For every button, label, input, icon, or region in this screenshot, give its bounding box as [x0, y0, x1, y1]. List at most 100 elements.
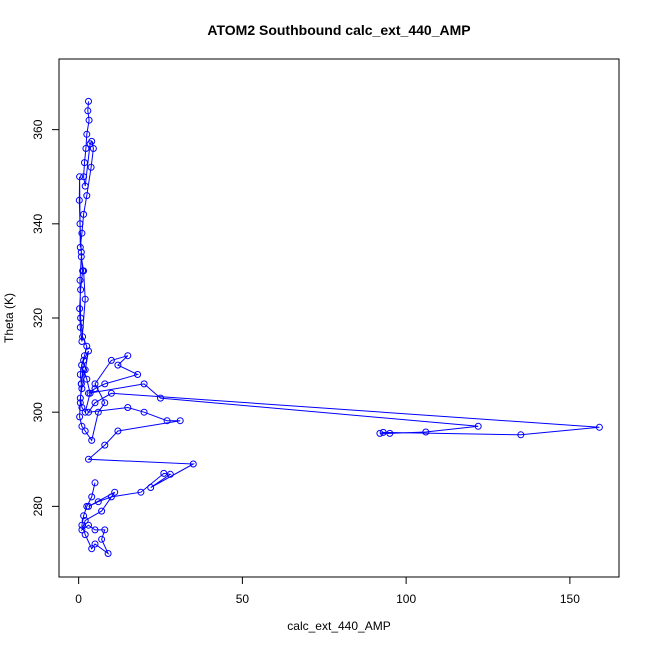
- data-point: [163, 417, 171, 425]
- series-line: [78, 101, 600, 556]
- x-axis: 0 50 100 150: [75, 576, 580, 606]
- data-point: [160, 469, 168, 477]
- data-point: [101, 399, 109, 407]
- data-point: [85, 116, 93, 124]
- data-point: [176, 417, 184, 425]
- data-point: [107, 389, 115, 397]
- data-point: [78, 521, 86, 529]
- data-point: [124, 352, 132, 360]
- data-point: [78, 229, 86, 237]
- data-point: [80, 366, 88, 374]
- data-point: [88, 545, 96, 553]
- data-point: [189, 460, 197, 468]
- data-point: [104, 550, 112, 557]
- data-point: [76, 276, 84, 284]
- x-axis-label: calc_ext_440_AMP: [287, 619, 390, 633]
- data-point: [77, 253, 85, 261]
- data-point: [85, 521, 92, 529]
- data-point: [76, 394, 84, 402]
- x-tick-label: 150: [560, 592, 580, 606]
- data-point: [78, 404, 86, 411]
- data-point: [83, 130, 91, 138]
- data-point: [91, 380, 99, 388]
- y-tick-label: 320: [31, 308, 45, 328]
- data-point: [78, 338, 86, 345]
- data-point: [77, 248, 85, 256]
- data-point: [83, 375, 91, 383]
- data-point: [94, 498, 102, 506]
- data-point: [91, 399, 99, 407]
- data-point: [101, 526, 109, 534]
- data-point: [91, 479, 99, 487]
- data-point: [88, 137, 96, 145]
- data-point: [87, 163, 95, 171]
- data-point: [75, 196, 83, 204]
- data-point: [81, 352, 88, 360]
- data-point: [81, 182, 89, 190]
- data-point: [107, 356, 115, 364]
- data-point: [76, 371, 84, 378]
- data-point: [80, 267, 88, 275]
- data-point: [422, 428, 430, 436]
- data-point: [81, 427, 89, 435]
- data-point: [79, 333, 87, 341]
- y-tick-label: 280: [31, 496, 45, 516]
- data-point: [76, 243, 84, 251]
- data-point: [101, 380, 109, 388]
- data-point: [114, 361, 122, 369]
- data-point: [85, 97, 92, 105]
- data-point: [83, 192, 91, 200]
- data-point: [91, 540, 99, 548]
- data-point: [379, 428, 387, 436]
- y-tick-label: 360: [31, 119, 45, 139]
- x-tick-label: 0: [75, 592, 82, 606]
- data-point: [91, 385, 99, 393]
- data-point: [166, 470, 174, 478]
- data-point: [137, 488, 145, 496]
- y-tick-label: 300: [31, 402, 45, 422]
- series-layer: [75, 97, 603, 557]
- data-point: [386, 429, 394, 437]
- data-point: [80, 356, 88, 364]
- data-point: [140, 408, 148, 416]
- data-point: [81, 295, 89, 303]
- data-point: [78, 526, 86, 534]
- data-point: [81, 159, 88, 167]
- y-axis-label: Theta (K): [2, 293, 16, 343]
- data-point: [595, 423, 603, 431]
- data-point: [376, 429, 384, 437]
- data-point: [157, 394, 164, 402]
- data-point: [83, 502, 91, 510]
- data-point: [83, 342, 91, 350]
- data-point: [85, 455, 92, 463]
- data-point: [124, 404, 132, 411]
- data-point: [88, 493, 96, 501]
- data-point: [76, 220, 84, 228]
- data-point: [84, 107, 92, 115]
- data-point: [85, 347, 92, 355]
- data-point: [101, 441, 109, 449]
- data-point: [85, 408, 92, 416]
- data-point: [517, 431, 525, 439]
- data-point: [114, 427, 122, 435]
- data-point: [76, 413, 84, 421]
- data-point: [140, 380, 148, 388]
- data-point: [91, 526, 99, 534]
- data-point: [78, 422, 86, 430]
- data-point: [80, 210, 88, 218]
- x-tick-label: 100: [396, 592, 416, 606]
- chart-title: ATOM2 Southbound calc_ext_440_AMP: [207, 22, 470, 38]
- data-point: [77, 314, 85, 322]
- data-point: [134, 371, 142, 378]
- data-point: [147, 484, 155, 491]
- data-point: [76, 305, 84, 313]
- data-point: [77, 286, 85, 294]
- y-axis: 280 300 320 340 360: [31, 119, 60, 516]
- data-point: [81, 531, 89, 539]
- data-point: [81, 408, 89, 416]
- data-point: [88, 436, 96, 444]
- data-point: [89, 145, 97, 152]
- data-point: [82, 145, 90, 152]
